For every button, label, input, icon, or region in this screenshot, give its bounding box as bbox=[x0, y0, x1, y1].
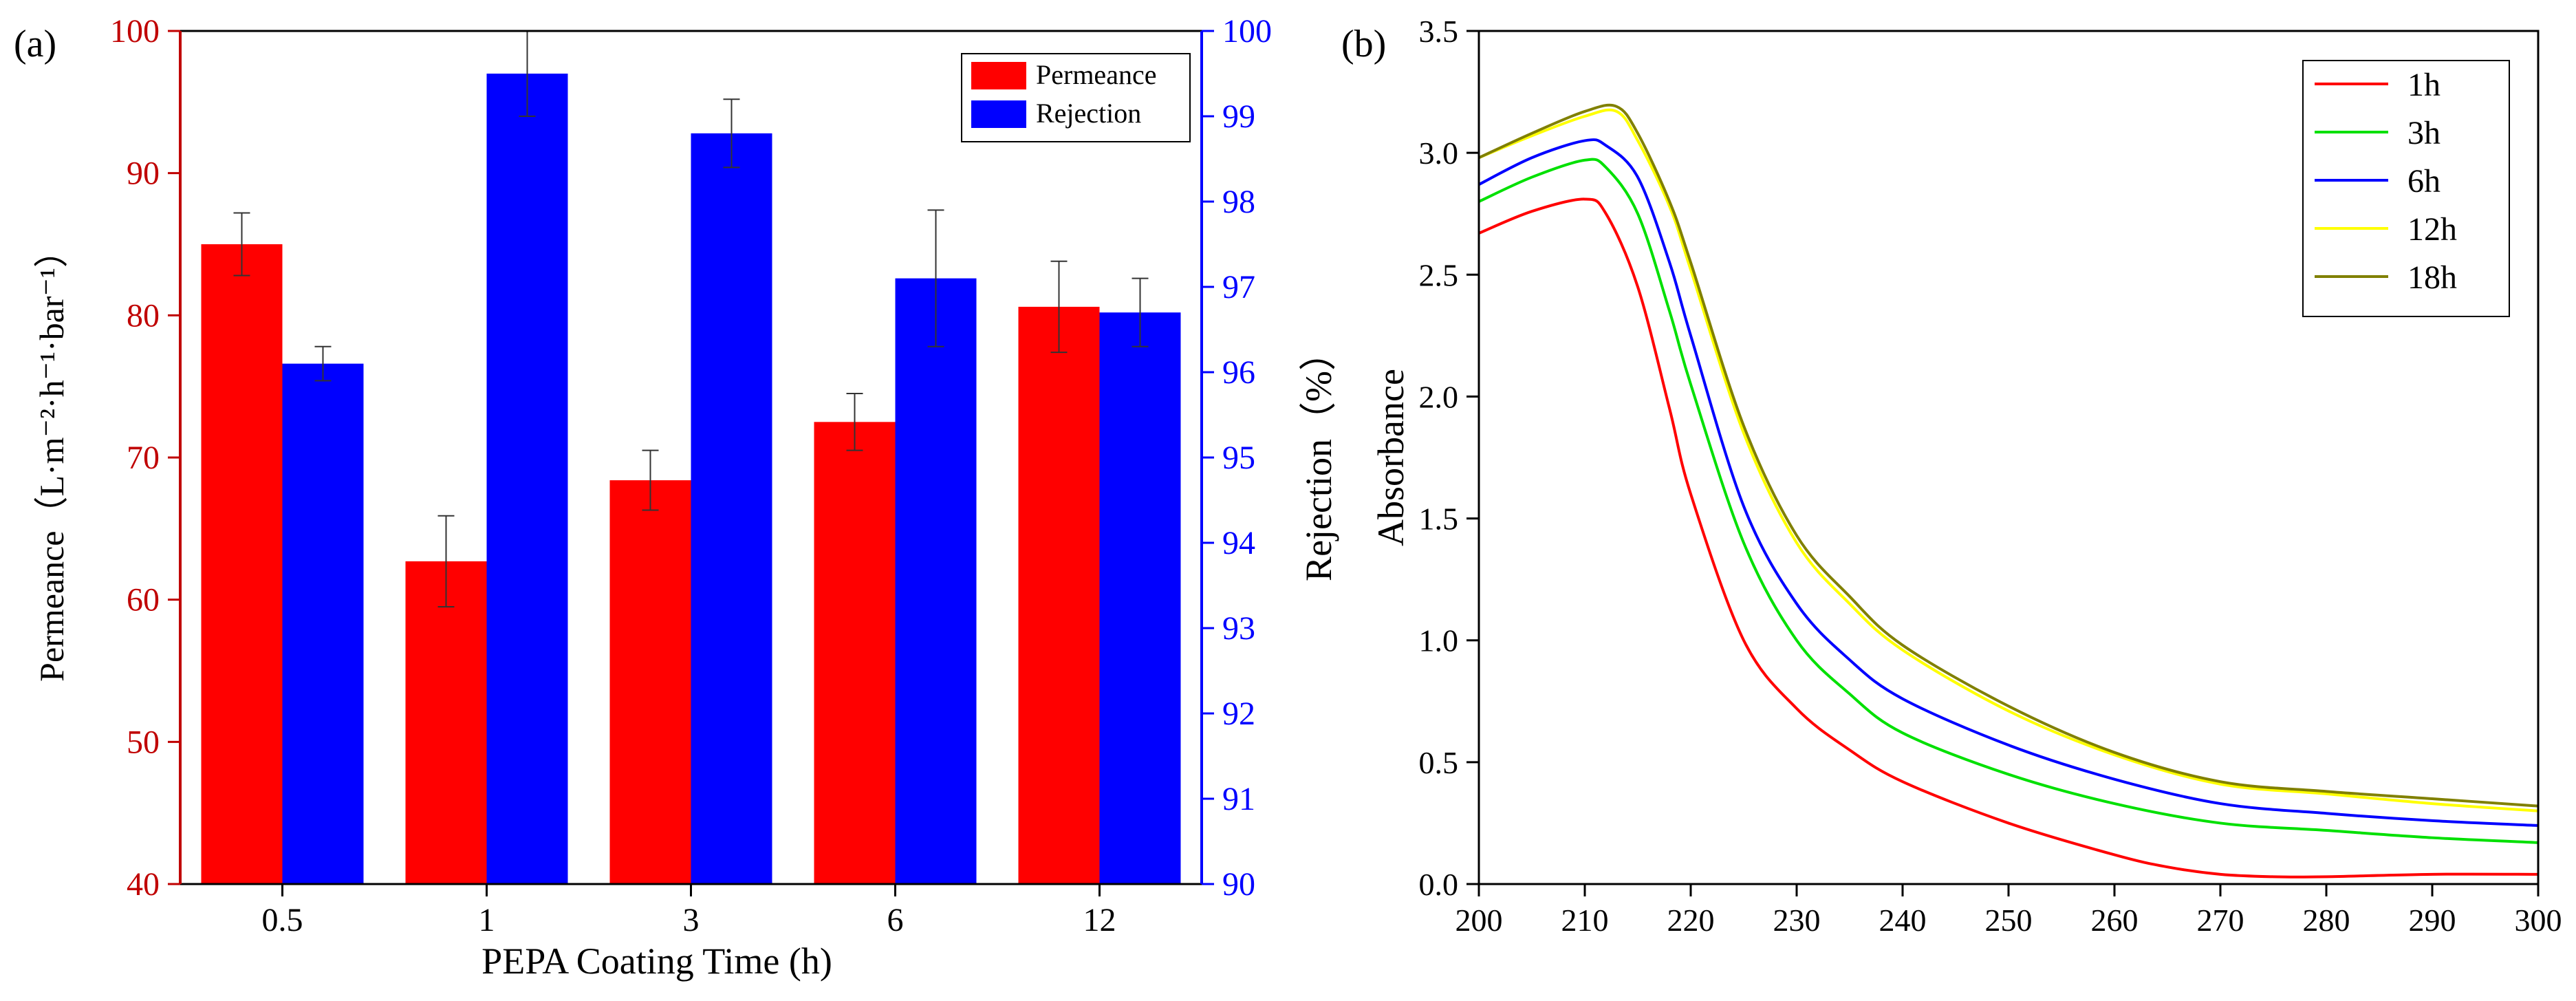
panel-a-legend: Permeance Rejection bbox=[961, 53, 1191, 142]
y-left-tick-label: 80 bbox=[127, 297, 160, 334]
legend-label-1h: 1h bbox=[2407, 67, 2440, 103]
bar-rejection bbox=[691, 133, 772, 884]
x-tick-label: 280 bbox=[2303, 903, 2350, 938]
bar-rejection bbox=[895, 278, 977, 885]
series-line-18h bbox=[1478, 103, 2539, 808]
bar-permeance bbox=[814, 422, 896, 884]
legend-swatch-permeance bbox=[971, 62, 1026, 89]
x-tick-label: 240 bbox=[1879, 903, 1927, 938]
x-tick-label: 300 bbox=[2515, 903, 2562, 938]
panel-a-bars bbox=[201, 30, 1181, 885]
y-right-tick-label: 96 bbox=[1222, 354, 1255, 391]
panel-b-legend: 1h 3h 6h 12h 18h bbox=[2302, 60, 2510, 317]
x-tick-label: 200 bbox=[1455, 903, 1503, 938]
y-left-tick-label: 100 bbox=[110, 13, 160, 50]
x-tick-label: 250 bbox=[1985, 903, 2033, 938]
bar-rejection bbox=[1099, 312, 1181, 884]
legend-label-rejection: Rejection bbox=[1036, 98, 1141, 129]
x-tick-label: 6 bbox=[887, 902, 904, 938]
legend-label-18h: 18h bbox=[2407, 259, 2457, 296]
y-left-tick-label: 90 bbox=[127, 155, 160, 192]
y-right-tick-label: 98 bbox=[1222, 184, 1255, 220]
x-tick-label: 220 bbox=[1667, 903, 1715, 938]
bar-rejection bbox=[486, 74, 568, 884]
y-right-tick-label: 99 bbox=[1222, 98, 1255, 135]
y-tick-label: 2.5 bbox=[1419, 257, 1459, 292]
panel-a-ylabel-right: Rejection（%） bbox=[1298, 334, 1339, 581]
panel-a-ticks: 0.5 1 3 6 12 40 50 60 70 80 90 100 90 91 92 93 94 95 96 97 9… bbox=[110, 13, 1272, 938]
panel-a-label: (a) bbox=[14, 23, 56, 65]
x-tick-label: 290 bbox=[2409, 903, 2456, 938]
y-right-tick-label: 91 bbox=[1222, 781, 1255, 817]
x-tick-label: 0.5 bbox=[262, 902, 303, 938]
y-right-tick-label: 95 bbox=[1222, 440, 1255, 476]
y-right-tick-label: 97 bbox=[1222, 269, 1255, 305]
panel-a-ylabel-left: Permeance（L·m⁻²·h⁻¹·bar⁻¹） bbox=[32, 233, 71, 682]
x-tick-label: 12 bbox=[1083, 902, 1116, 938]
y-left-tick-label: 70 bbox=[127, 440, 160, 476]
y-right-tick-label: 94 bbox=[1222, 525, 1255, 561]
x-tick-label: 230 bbox=[1773, 903, 1821, 938]
y-right-tick-label: 93 bbox=[1222, 610, 1255, 647]
bar-permeance bbox=[609, 480, 691, 884]
bar-permeance bbox=[201, 244, 283, 884]
legend-label-12h: 12h bbox=[2407, 211, 2457, 248]
legend-swatch-rejection bbox=[971, 100, 1026, 128]
series-line-12h bbox=[1478, 108, 2539, 812]
bar-rejection bbox=[282, 363, 364, 884]
y-tick-label: 3.0 bbox=[1419, 136, 1459, 171]
panel-b-ticks: 200 210 220 230 240 250 260 270 280 290 300 0.0 0.5 1… bbox=[1419, 14, 2562, 938]
panel-b: (b) 200 210 220 230 240 250 260 270 280 290 300 0.0… bbox=[1341, 14, 2562, 938]
panel-b-lines bbox=[1478, 103, 2539, 879]
x-tick-label: 270 bbox=[2197, 903, 2244, 938]
legend-label-permeance: Permeance bbox=[1036, 59, 1156, 90]
panel-a: (a) 0.5 1 3 6 12 40 50 60 70 80 90 100 90 91 92 93 94 95 9… bbox=[14, 13, 1339, 982]
panel-b-label: (b) bbox=[1341, 23, 1386, 65]
legend-box bbox=[2302, 60, 2510, 317]
bar-permeance bbox=[1018, 306, 1100, 884]
y-tick-label: 0.5 bbox=[1419, 745, 1459, 780]
y-tick-label: 1.0 bbox=[1419, 623, 1459, 658]
bar-permeance bbox=[405, 561, 487, 884]
y-left-tick-label: 60 bbox=[127, 582, 160, 618]
x-tick-label: 3 bbox=[683, 902, 700, 938]
x-tick-label: 1 bbox=[479, 902, 495, 938]
legend-label-3h: 3h bbox=[2407, 115, 2440, 151]
y-tick-label: 1.5 bbox=[1419, 502, 1459, 537]
y-right-tick-label: 90 bbox=[1222, 866, 1255, 903]
series-line-3h bbox=[1478, 158, 2539, 844]
y-left-tick-label: 50 bbox=[127, 724, 160, 760]
y-left-tick-label: 40 bbox=[127, 866, 160, 903]
panel-a-xlabel: PEPA Coating Time (h) bbox=[481, 940, 832, 982]
series-line-1h bbox=[1478, 197, 2539, 879]
series-line-6h bbox=[1478, 138, 2539, 827]
y-tick-label: 2.0 bbox=[1419, 379, 1459, 414]
x-tick-label: 260 bbox=[2091, 903, 2139, 938]
y-right-tick-label: 92 bbox=[1222, 696, 1255, 732]
y-tick-label: 3.5 bbox=[1419, 14, 1459, 49]
panel-b-ylabel: Absorbance bbox=[1370, 369, 1411, 546]
x-tick-label: 210 bbox=[1561, 903, 1609, 938]
legend-label-6h: 6h bbox=[2407, 163, 2440, 200]
y-right-tick-label: 100 bbox=[1222, 13, 1272, 50]
y-tick-label: 0.0 bbox=[1419, 867, 1459, 902]
